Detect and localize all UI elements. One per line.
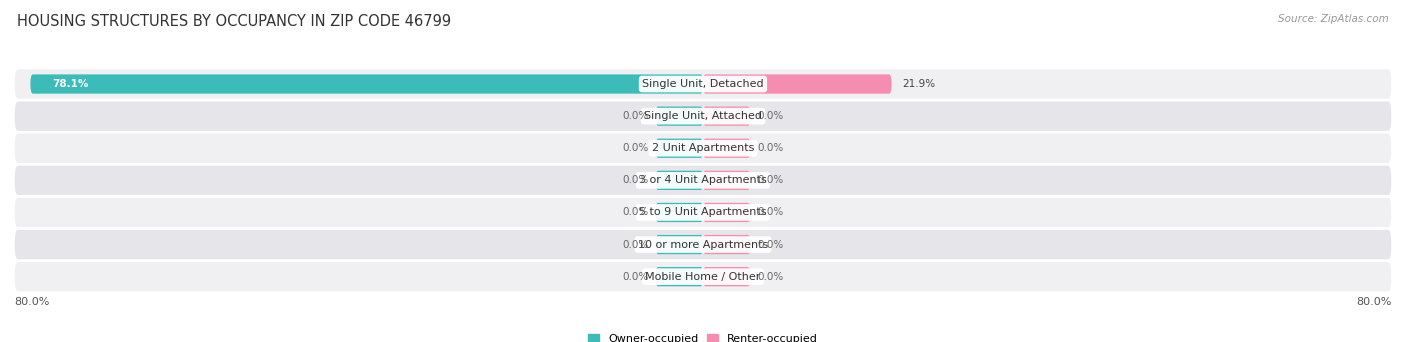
FancyBboxPatch shape <box>655 171 703 190</box>
Text: Mobile Home / Other: Mobile Home / Other <box>645 272 761 282</box>
Text: 10 or more Apartments: 10 or more Apartments <box>638 239 768 250</box>
Text: 78.1%: 78.1% <box>52 79 89 89</box>
FancyBboxPatch shape <box>14 261 1392 292</box>
FancyBboxPatch shape <box>655 235 703 254</box>
FancyBboxPatch shape <box>14 229 1392 260</box>
Text: 21.9%: 21.9% <box>901 79 935 89</box>
Text: 0.0%: 0.0% <box>758 111 783 121</box>
FancyBboxPatch shape <box>655 267 703 286</box>
Text: 80.0%: 80.0% <box>14 297 49 306</box>
FancyBboxPatch shape <box>703 139 751 158</box>
FancyBboxPatch shape <box>703 203 751 222</box>
Text: 2 Unit Apartments: 2 Unit Apartments <box>652 143 754 153</box>
Text: 0.0%: 0.0% <box>758 272 783 282</box>
Text: 80.0%: 80.0% <box>1357 297 1392 306</box>
Text: 5 to 9 Unit Apartments: 5 to 9 Unit Apartments <box>640 208 766 218</box>
FancyBboxPatch shape <box>655 106 703 126</box>
FancyBboxPatch shape <box>14 101 1392 132</box>
FancyBboxPatch shape <box>655 203 703 222</box>
Text: 0.0%: 0.0% <box>623 111 648 121</box>
Text: 0.0%: 0.0% <box>623 143 648 153</box>
FancyBboxPatch shape <box>14 69 1392 100</box>
FancyBboxPatch shape <box>31 75 703 94</box>
FancyBboxPatch shape <box>703 171 751 190</box>
FancyBboxPatch shape <box>655 139 703 158</box>
FancyBboxPatch shape <box>703 235 751 254</box>
FancyBboxPatch shape <box>703 75 891 94</box>
Text: 3 or 4 Unit Apartments: 3 or 4 Unit Apartments <box>640 175 766 185</box>
Text: 0.0%: 0.0% <box>758 208 783 218</box>
Text: 0.0%: 0.0% <box>758 143 783 153</box>
Legend: Owner-occupied, Renter-occupied: Owner-occupied, Renter-occupied <box>588 334 818 342</box>
FancyBboxPatch shape <box>703 267 751 286</box>
Text: 0.0%: 0.0% <box>758 239 783 250</box>
FancyBboxPatch shape <box>14 133 1392 164</box>
Text: Single Unit, Detached: Single Unit, Detached <box>643 79 763 89</box>
Text: 0.0%: 0.0% <box>623 239 648 250</box>
Text: HOUSING STRUCTURES BY OCCUPANCY IN ZIP CODE 46799: HOUSING STRUCTURES BY OCCUPANCY IN ZIP C… <box>17 14 451 29</box>
FancyBboxPatch shape <box>14 165 1392 196</box>
FancyBboxPatch shape <box>14 197 1392 228</box>
Text: 0.0%: 0.0% <box>623 272 648 282</box>
FancyBboxPatch shape <box>703 106 751 126</box>
Text: 0.0%: 0.0% <box>623 208 648 218</box>
Text: Source: ZipAtlas.com: Source: ZipAtlas.com <box>1278 14 1389 24</box>
Text: Single Unit, Attached: Single Unit, Attached <box>644 111 762 121</box>
Text: 0.0%: 0.0% <box>758 175 783 185</box>
Text: 0.0%: 0.0% <box>623 175 648 185</box>
